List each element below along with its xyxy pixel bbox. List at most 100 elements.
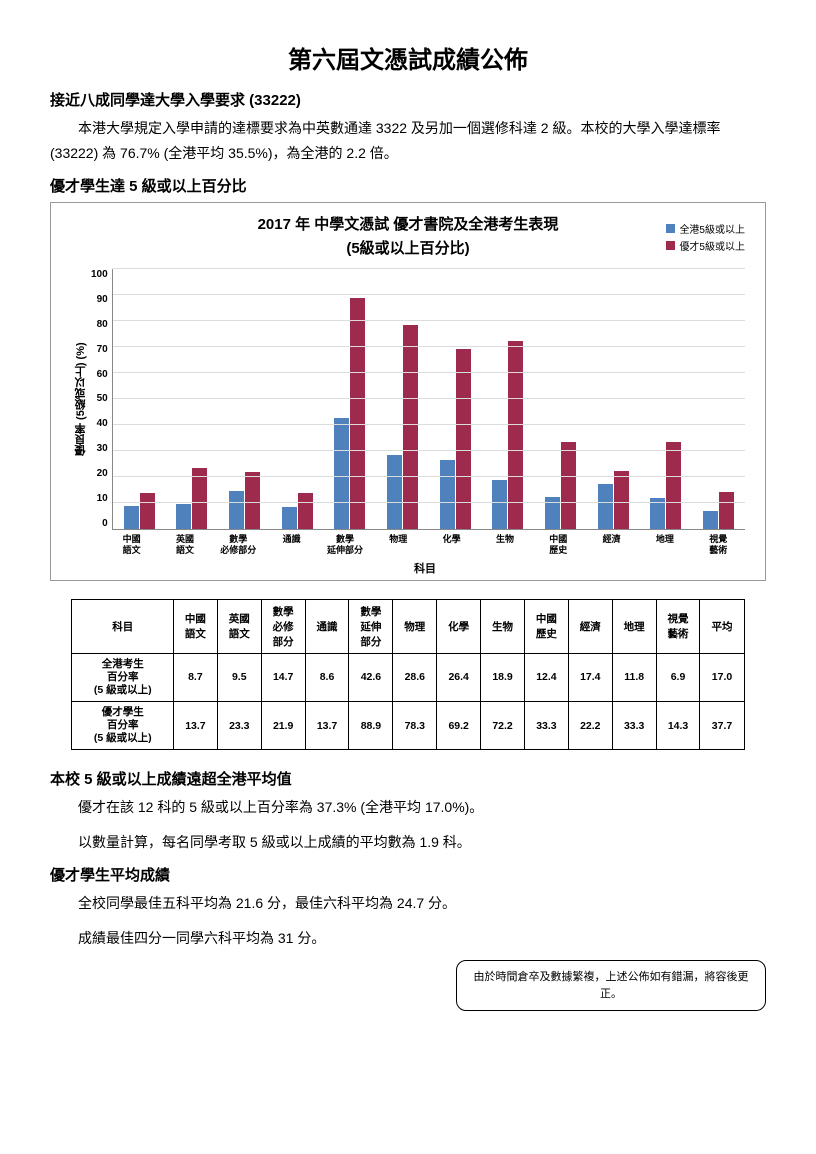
grid-line	[113, 320, 745, 321]
table-cell: 6.9	[656, 653, 700, 701]
chart-title-line2: (5級或以上百分比)	[346, 240, 469, 257]
grid-line	[113, 294, 745, 295]
y-tick: 90	[91, 294, 108, 305]
grid-line	[113, 450, 745, 451]
x-label: 化學	[432, 534, 472, 556]
bar-gt	[561, 442, 576, 529]
table-cell: 13.7	[305, 701, 349, 749]
bar-group	[593, 471, 633, 529]
table-cell: 8.7	[173, 653, 217, 701]
table-cell: 12.4	[524, 653, 568, 701]
bar-group	[488, 341, 528, 529]
table-header: 平均	[700, 599, 744, 653]
table-cell: 17.4	[568, 653, 612, 701]
x-label: 物理	[378, 534, 418, 556]
bar-hk	[282, 507, 297, 529]
table-cell: 13.7	[173, 701, 217, 749]
bar-gt	[350, 298, 365, 529]
page-title: 第六屆文憑試成績公佈	[50, 40, 766, 75]
legend-label-gt: 優才5級或以上	[679, 238, 745, 253]
table-cell: 42.6	[349, 653, 393, 701]
x-label: 中國語文	[112, 534, 152, 556]
bar-hk	[387, 455, 402, 529]
y-tick: 60	[91, 369, 108, 380]
legend-label-hk: 全港5級或以上	[679, 221, 745, 236]
x-label: 通識	[272, 534, 312, 556]
y-tick: 10	[91, 493, 108, 504]
bar-group	[277, 493, 317, 529]
table-rowhead: 優才學生百分率(5 級或以上)	[72, 701, 173, 749]
table-cell: 23.3	[217, 701, 261, 749]
legend-item-gt: 優才5級或以上	[666, 238, 745, 253]
bar-gt	[403, 325, 418, 529]
x-label: 生物	[485, 534, 525, 556]
bar-gt	[192, 468, 207, 529]
bar-gt	[508, 341, 523, 529]
footer-note: 由於時間倉卒及數據繁複，上述公佈如有錯漏，將容後更正。	[456, 960, 766, 1011]
section4-heading: 優才學生平均成績	[50, 864, 766, 885]
section2-heading: 優才學生達 5 級或以上百分比	[50, 175, 766, 196]
chart-title-line1: 2017 年 中學文憑試 優才書院及全港考生表現	[258, 216, 559, 233]
table-cell: 78.3	[393, 701, 437, 749]
y-tick: 30	[91, 443, 108, 454]
chart-legend: 全港5級或以上 優才5級或以上	[666, 221, 745, 255]
section3-heading: 本校 5 級或以上成績遠超全港平均值	[50, 768, 766, 789]
table-cell: 88.9	[349, 701, 393, 749]
table-header: 數學必修部分	[261, 599, 305, 653]
chart-y-axis: 1009080706050403020100	[91, 269, 112, 529]
table-header: 通識	[305, 599, 349, 653]
grid-line	[113, 346, 745, 347]
chart-y-label: 優良率 (5級或以上) (%)	[71, 269, 91, 530]
grid-line	[113, 268, 745, 269]
table-cell: 28.6	[393, 653, 437, 701]
table-cell: 17.0	[700, 653, 744, 701]
table-cell: 37.7	[700, 701, 744, 749]
table-cell: 14.7	[261, 653, 305, 701]
bar-gt	[245, 472, 260, 529]
bar-hk	[598, 484, 613, 529]
y-tick: 80	[91, 319, 108, 330]
table-header: 中國歷史	[524, 599, 568, 653]
bar-hk	[124, 506, 139, 529]
section3-p1: 優才在該 12 科的 5 級或以上百分率為 37.3% (全港平均 17.0%)…	[50, 795, 766, 820]
y-tick: 70	[91, 344, 108, 355]
data-table: 科目中國語文英國語文數學必修部分通識數學延伸部分物理化學生物中國歷史經濟地理視覺…	[71, 599, 744, 751]
bar-gt	[614, 471, 629, 529]
bar-hk	[334, 418, 349, 529]
grid-line	[113, 476, 745, 477]
bar-group	[172, 468, 212, 529]
legend-item-hk: 全港5級或以上	[666, 221, 745, 236]
y-tick: 0	[91, 518, 108, 529]
section1-heading: 接近八成同學達大學入學要求 (33222)	[50, 89, 766, 110]
section4-p1: 全校同學最佳五科平均為 21.6 分，最佳六科平均為 24.7 分。	[50, 891, 766, 916]
bar-group	[699, 492, 739, 529]
table-header: 生物	[481, 599, 525, 653]
table-header: 中國語文	[173, 599, 217, 653]
bar-gt	[298, 493, 313, 529]
y-tick: 100	[91, 269, 108, 280]
chart-title: 2017 年 中學文憑試 優才書院及全港考生表現 (5級或以上百分比)	[71, 213, 745, 261]
bar-gt	[140, 493, 155, 529]
chart-x-labels: 中國語文英國語文數學必修部分通識數學延伸部分物理化學生物中國歷史經濟地理視覺藝術	[105, 534, 745, 556]
table-cell: 22.2	[568, 701, 612, 749]
table-cell: 72.2	[481, 701, 525, 749]
bar-group	[119, 493, 159, 529]
y-tick: 40	[91, 418, 108, 429]
section3-p2: 以數量計算，每名同學考取 5 級或以上成績的平均數為 1.9 科。	[50, 830, 766, 855]
table-rowhead: 全港考生百分率(5 級或以上)	[72, 653, 173, 701]
table-cell: 69.2	[437, 701, 481, 749]
x-label: 中國歷史	[538, 534, 578, 556]
table-header: 物理	[393, 599, 437, 653]
section4-p2: 成績最佳四分一同學六科平均為 31 分。	[50, 926, 766, 951]
x-label: 英國語文	[165, 534, 205, 556]
x-label: 數學延伸部分	[325, 534, 365, 556]
grid-line	[113, 372, 745, 373]
x-label: 經濟	[592, 534, 632, 556]
bar-gt	[666, 442, 681, 529]
y-tick: 20	[91, 468, 108, 479]
chart-container: 全港5級或以上 優才5級或以上 2017 年 中學文憑試 優才書院及全港考生表現…	[50, 202, 766, 581]
bar-group	[224, 472, 264, 529]
table-cell: 33.3	[612, 701, 656, 749]
grid-line	[113, 502, 745, 503]
table-header: 英國語文	[217, 599, 261, 653]
